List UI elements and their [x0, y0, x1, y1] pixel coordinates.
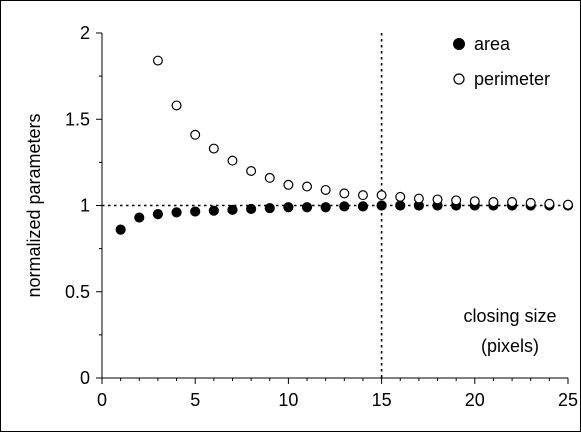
point-area: [301, 202, 313, 213]
point-perimeter: [208, 143, 219, 154]
point-area: [320, 202, 331, 213]
y-axis-ticks: 0 0.5 1 1.5 2: [65, 23, 102, 388]
y-tick-label: 1.5: [65, 109, 90, 129]
x-axis-ticks: 0 5 10 15 20 25: [97, 378, 578, 410]
point-perimeter: [171, 100, 182, 111]
point-area: [115, 224, 126, 235]
point-area: [376, 200, 387, 211]
point-area: [190, 206, 201, 217]
y-axis-label: normalized parameters: [24, 113, 44, 297]
point-area: [227, 204, 238, 215]
point-area: [246, 203, 257, 215]
legend-marker-perimeter: [453, 73, 465, 85]
point-perimeter: [488, 197, 499, 208]
annotation-line-1: closing size: [463, 306, 556, 326]
data-points: [115, 55, 574, 235]
x-tick-label: 15: [372, 390, 392, 410]
point-area: [357, 201, 369, 212]
point-perimeter: [152, 55, 163, 66]
point-perimeter: [339, 188, 350, 199]
point-area: [339, 201, 350, 212]
point-area: [208, 205, 219, 216]
point-area: [395, 200, 406, 211]
point-perimeter: [544, 198, 555, 209]
legend-label-perimeter: perimeter: [474, 69, 550, 89]
legend: area perimeter: [453, 34, 550, 89]
x-tick-label: 5: [190, 390, 200, 410]
point-perimeter: [283, 179, 294, 190]
y-tick-label: 0: [80, 368, 90, 388]
x-tick-label: 10: [278, 390, 298, 410]
point-perimeter: [357, 190, 368, 201]
closing-size-annotation: closing size (pixels): [463, 306, 556, 356]
y-tick-label: 2: [80, 23, 90, 43]
legend-label-area: area: [474, 34, 511, 54]
point-perimeter: [395, 191, 406, 202]
point-area: [171, 207, 182, 218]
y-tick-label: 0.5: [65, 282, 90, 302]
x-tick-label: 0: [97, 390, 107, 410]
point-perimeter: [525, 197, 536, 208]
y-tick-label: 1: [80, 196, 90, 216]
point-perimeter: [190, 129, 201, 140]
legend-marker-area: [453, 38, 465, 50]
point-perimeter: [451, 195, 462, 206]
x-tick-label: 25: [558, 390, 578, 410]
point-perimeter: [320, 184, 331, 195]
x-tick-label: 20: [465, 390, 485, 410]
annotation-line-2: (pixels): [481, 336, 539, 356]
point-area: [134, 212, 145, 223]
point-perimeter: [469, 196, 480, 207]
point-perimeter: [246, 166, 257, 177]
point-perimeter: [413, 193, 424, 204]
point-area: [152, 209, 164, 220]
point-perimeter: [432, 194, 443, 205]
point-perimeter: [376, 190, 387, 201]
point-perimeter: [302, 181, 313, 192]
point-perimeter: [264, 172, 275, 183]
point-perimeter: [562, 199, 573, 210]
point-perimeter: [507, 197, 518, 208]
point-area: [264, 202, 275, 214]
point-perimeter: [227, 155, 238, 166]
point-area: [283, 202, 294, 213]
